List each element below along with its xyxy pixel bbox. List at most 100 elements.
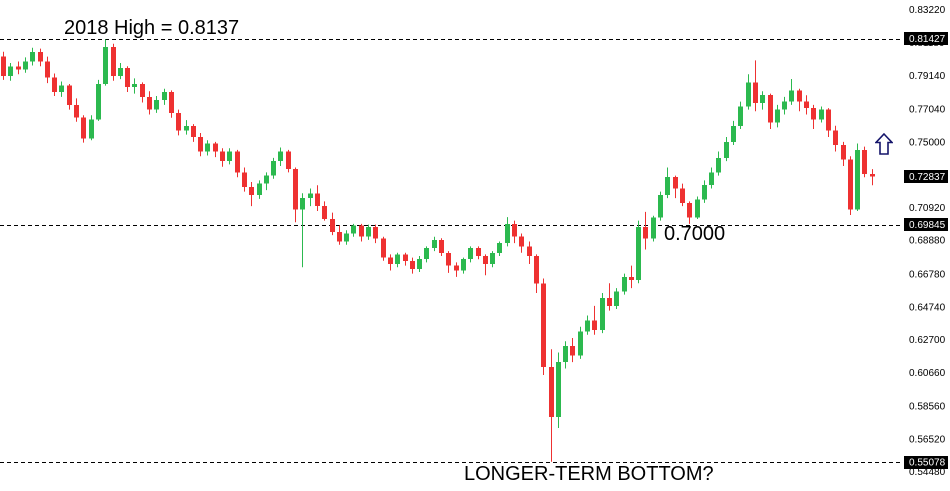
candle-down — [848, 159, 853, 210]
annotation-2018-high[interactable]: 2018 High = 0.8137 — [64, 17, 240, 39]
candle-down — [476, 247, 481, 256]
candle-up — [184, 125, 189, 131]
candle-down — [388, 257, 393, 265]
candle-up — [819, 109, 824, 120]
price-axis[interactable]: 0.83220 0.79140 0.77040 0.75000 0.70920 0.688… — [904, 5, 948, 478]
candle-down — [249, 186, 254, 195]
price-axis-label: 0.72837 — [909, 172, 946, 183]
candle-down — [454, 265, 459, 271]
candle-down — [527, 246, 532, 256]
candle-down — [191, 125, 196, 138]
price-axis-label: 0.58560 — [909, 402, 946, 413]
candle-down — [286, 151, 291, 170]
candle-up — [366, 227, 371, 237]
candle-down — [38, 51, 43, 62]
candle-down — [293, 169, 298, 210]
annotation-longer-term-bottom[interactable]: LONGER-TERM BOTTOM? — [464, 463, 714, 485]
candle-up — [103, 46, 108, 84]
candle-up — [132, 83, 137, 88]
price-axis-label: 0.55078 — [909, 458, 946, 469]
candle-down — [826, 109, 831, 131]
candle-up — [585, 320, 590, 332]
candle-up — [600, 297, 605, 330]
candle-down — [16, 66, 21, 70]
candle-down — [629, 276, 634, 281]
candle-up — [8, 66, 13, 76]
candle-up — [162, 91, 167, 101]
price-badge — [904, 170, 948, 183]
candle-down — [607, 297, 612, 306]
candle-up — [417, 259, 422, 269]
candle-down — [147, 96, 152, 110]
candle-up — [702, 185, 707, 200]
candle-down — [52, 77, 57, 92]
candle-down — [220, 151, 225, 162]
candle-up — [614, 291, 619, 306]
candle-down — [833, 130, 838, 146]
candle-up — [96, 83, 101, 120]
candle-up — [695, 199, 700, 218]
candle-down — [841, 145, 846, 160]
candle-down — [315, 193, 320, 207]
candle-up — [738, 106, 743, 126]
candle-down — [870, 173, 875, 177]
candle-down — [804, 101, 809, 109]
candle-down — [359, 225, 364, 237]
candle-down — [213, 143, 218, 152]
candle-up — [746, 82, 751, 107]
candle-down — [373, 227, 378, 239]
candle-up — [636, 227, 641, 281]
price-axis-label: 0.56520 — [909, 434, 946, 445]
price-axis-label: 0.60660 — [909, 368, 946, 379]
candle-down — [570, 346, 575, 356]
candle-up — [731, 125, 736, 142]
candle-down — [519, 236, 524, 247]
candle-up — [490, 252, 495, 265]
candle-down — [111, 46, 116, 76]
candle-down — [541, 283, 546, 367]
candle-down — [403, 254, 408, 261]
price-badge — [904, 32, 948, 45]
candle-up — [59, 85, 64, 92]
up-arrow-icon[interactable] — [875, 133, 893, 155]
candle-down — [81, 117, 86, 139]
candle-up — [308, 193, 313, 199]
candle-up — [351, 225, 356, 234]
candle-up — [30, 51, 35, 62]
annotation-0-7000-level[interactable]: 0.7000 — [664, 223, 726, 245]
candle-down — [198, 137, 203, 152]
candle-up — [789, 90, 794, 102]
candle-up — [578, 331, 583, 356]
candle-up — [760, 95, 765, 104]
candle-up — [424, 247, 429, 260]
candle-down — [242, 172, 247, 187]
candle-down — [322, 206, 327, 220]
candle-down — [169, 91, 174, 113]
candle-up — [563, 346, 568, 363]
candle-up — [855, 149, 860, 210]
candle-up — [651, 217, 656, 239]
candle-down — [549, 366, 554, 417]
price-axis-label: 0.64740 — [909, 302, 946, 313]
candle-down — [140, 83, 145, 97]
candle-down — [125, 67, 130, 88]
candle-up — [278, 151, 283, 162]
candle-up — [497, 243, 502, 253]
candle-up — [89, 119, 94, 139]
candle-down — [643, 227, 648, 239]
price-axis-label: 0.54480 — [909, 467, 946, 478]
candle-up — [556, 362, 561, 417]
candle-up — [505, 223, 510, 244]
candle-up — [775, 109, 780, 123]
candle-down — [446, 252, 451, 266]
candle-up — [23, 61, 28, 70]
candle-up — [432, 239, 437, 248]
candle-down — [381, 238, 386, 258]
candle-down — [768, 95, 773, 123]
price-axis-label: 0.75000 — [909, 137, 946, 148]
candle-up — [118, 67, 123, 76]
price-badge — [904, 218, 948, 231]
candle-down — [680, 188, 685, 203]
candle-up — [227, 151, 232, 162]
